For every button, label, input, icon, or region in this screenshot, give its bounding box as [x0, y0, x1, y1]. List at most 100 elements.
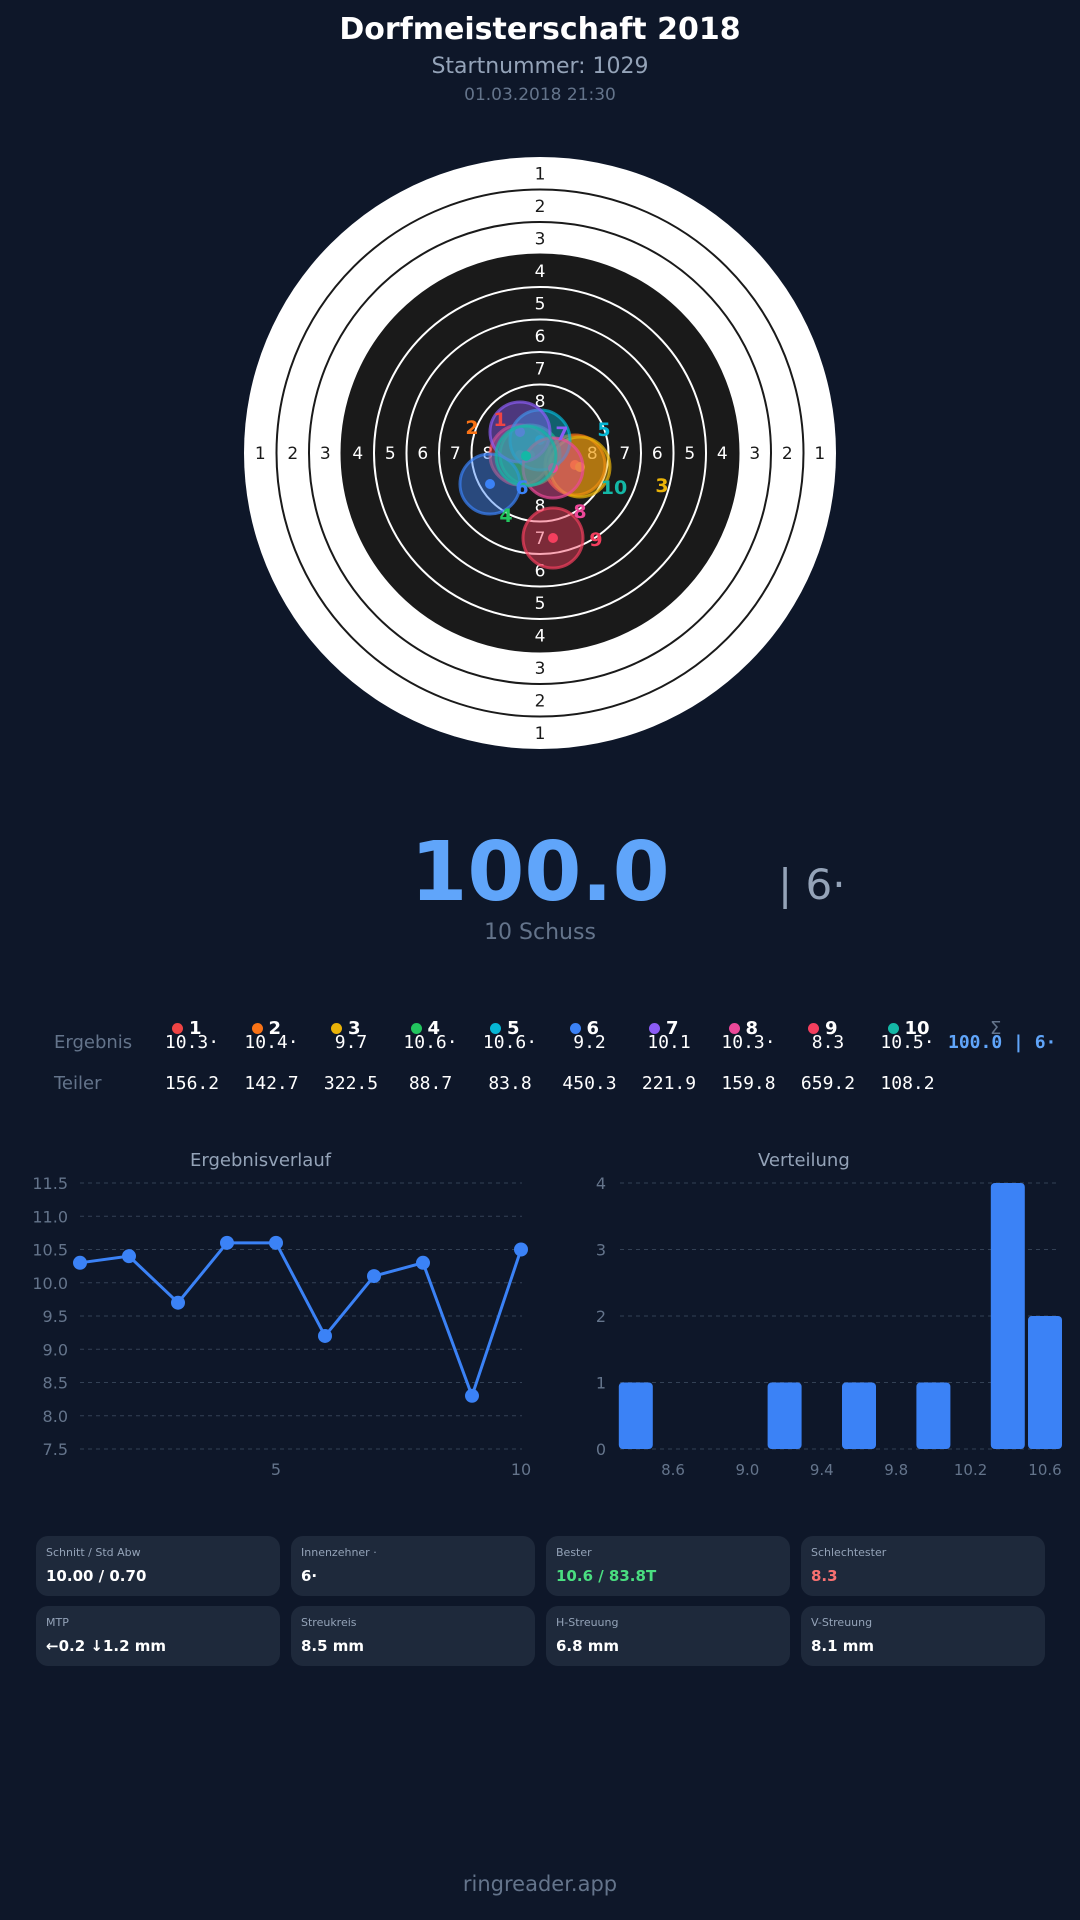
- stat-card: Schnitt / Std Abw 10.00 / 0.70: [36, 1536, 280, 1596]
- ring-label: 7: [450, 444, 461, 464]
- stat-value: 10.00 / 0.70: [46, 1567, 147, 1585]
- bar: [916, 1382, 951, 1449]
- stat-card: V-Streuung 8.1 mm: [801, 1606, 1045, 1666]
- data-point: [73, 1255, 87, 1270]
- y-tick: 11.0: [32, 1207, 68, 1226]
- color-dot: [331, 1023, 342, 1034]
- ring-label: 3: [535, 229, 546, 249]
- ring-label: 6: [535, 327, 546, 347]
- bar: [990, 1183, 1025, 1449]
- shot-result: 9.7: [334, 1032, 368, 1053]
- shot-label: 1: [493, 409, 506, 431]
- shot-number: 9: [825, 1018, 838, 1039]
- shot-7[interactable]: [488, 400, 552, 464]
- row-label-teiler: Teiler: [54, 1073, 102, 1094]
- y-tick: 3: [596, 1241, 606, 1260]
- sum-result: 100.0 | 6·: [948, 1032, 1057, 1053]
- shots: [458, 400, 612, 570]
- stat-value: 8.5 mm: [301, 1637, 365, 1655]
- x-tick: 5: [271, 1460, 281, 1479]
- data-point: [171, 1295, 185, 1310]
- footer-link[interactable]: ringreader.app: [462, 1872, 618, 1896]
- shot-teiler: 159.8: [721, 1073, 776, 1094]
- stat-card: MTP ←0.2 ↓1.2 mm: [36, 1606, 280, 1666]
- bar: [618, 1382, 653, 1449]
- stat-card: Schlechtester 8.3: [801, 1536, 1045, 1596]
- shot-label: 9: [589, 529, 602, 551]
- ring-7: [438, 351, 642, 555]
- shot-number: 7: [666, 1018, 679, 1039]
- y-tick: 1: [596, 1374, 606, 1393]
- ring-label: 3: [535, 659, 546, 679]
- shot-10[interactable]: [494, 424, 558, 488]
- shot-header-10: 10: [887, 1018, 930, 1039]
- color-dot: [887, 1023, 899, 1034]
- shot-header-5: 5: [490, 1018, 520, 1039]
- stat-value: 10.6 / 83.8T: [556, 1567, 657, 1585]
- shot-dot: [515, 427, 525, 437]
- x-tick: 9.0: [735, 1461, 759, 1479]
- ring-label: 5: [535, 594, 546, 614]
- shot-number: 4: [427, 1018, 441, 1039]
- ring-6: [405, 318, 675, 588]
- x-tick: 8.6: [661, 1461, 685, 1479]
- ring-label: 1: [535, 164, 546, 184]
- ring-label: 5: [385, 444, 396, 464]
- shot-header-3: 3: [331, 1018, 361, 1039]
- shot-result: 10.3·: [721, 1032, 776, 1053]
- start-number: Startnummer: 1029: [431, 54, 649, 79]
- bar-chart-title: Verteilung: [758, 1150, 850, 1171]
- ring-label: 7: [619, 444, 630, 464]
- stat-card: Streukreis 8.5 mm: [291, 1606, 535, 1666]
- shot-9[interactable]: [521, 506, 585, 570]
- stat-card: Innenzehner · 6·: [291, 1536, 535, 1596]
- x-tick: 10.2: [954, 1461, 987, 1479]
- shot-teiler: 108.2: [880, 1073, 935, 1094]
- shot-teiler: 322.5: [323, 1073, 379, 1094]
- shot-result: 10.4·: [244, 1032, 299, 1053]
- ring-label: 1: [255, 444, 266, 464]
- color-dot: [410, 1023, 422, 1034]
- shot-result: 10.3·: [164, 1032, 220, 1053]
- ring-label: 4: [352, 444, 363, 464]
- ring-label: 4: [535, 262, 546, 282]
- bar: [1028, 1316, 1062, 1449]
- ring-label: 6: [652, 444, 663, 464]
- data-point: [416, 1255, 430, 1270]
- shot-header-1: 1: [172, 1018, 202, 1039]
- shot-teiler: 659.2: [800, 1073, 856, 1094]
- data-point: [514, 1242, 528, 1257]
- shot-label: 2: [465, 417, 478, 439]
- shot-label: 6: [515, 477, 528, 499]
- ring-label: 1: [535, 724, 546, 744]
- shot-result: 9.2: [573, 1032, 606, 1053]
- stat-value: 6.8 mm: [556, 1637, 620, 1655]
- ring-8: [470, 383, 610, 523]
- y-tick: 8.0: [43, 1407, 68, 1426]
- y-tick: 10.5: [32, 1241, 68, 1260]
- stat-label: Bester: [556, 1546, 592, 1559]
- ring-3: [308, 221, 772, 685]
- ring-label: 7: [535, 359, 546, 379]
- shot-label: 5: [597, 419, 610, 441]
- stat-label: Schnitt / Std Abw: [46, 1546, 141, 1559]
- page-title: Dorfmeisterschaft 2018: [339, 12, 741, 47]
- y-tick: 9.5: [43, 1307, 68, 1326]
- ring-label: 7: [535, 529, 546, 549]
- ring-label: 1: [814, 444, 825, 464]
- color-dot: [569, 1023, 581, 1034]
- shot-header-4: 4: [410, 1018, 441, 1039]
- y-tick: 8.5: [43, 1374, 68, 1393]
- shot-teiler: 221.9: [641, 1073, 697, 1094]
- x-tick: 10.6: [1028, 1461, 1061, 1479]
- shot-number: 2: [268, 1018, 282, 1039]
- shot-result: 8.3: [811, 1032, 845, 1053]
- x-tick: 9.8: [884, 1461, 908, 1479]
- shot-teiler: 142.7: [244, 1073, 299, 1094]
- shot-label: 10: [601, 477, 627, 499]
- stat-label: H-Streuung: [556, 1616, 619, 1629]
- stat-label: Schlechtester: [811, 1546, 887, 1559]
- ring-label: 4: [717, 444, 728, 464]
